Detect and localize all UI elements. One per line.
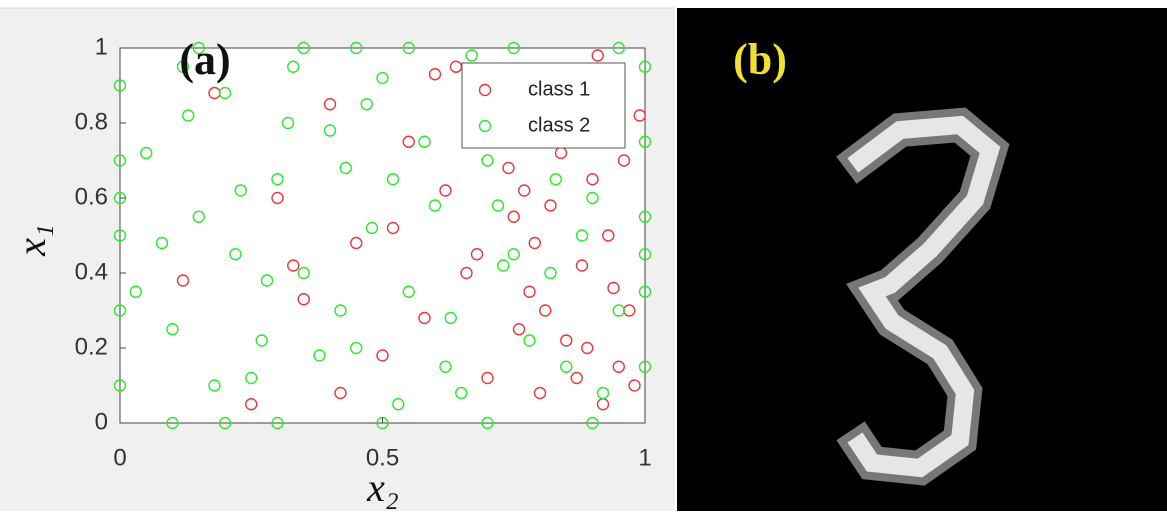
x-tick-label: 0.5	[366, 444, 399, 471]
y-tick-label: 0.6	[75, 183, 108, 210]
y-axis-label: x₁	[9, 224, 54, 257]
legend-label: class 2	[528, 114, 590, 136]
y-tick-label: 0.8	[75, 108, 108, 135]
y-tick-label: 0.4	[75, 258, 108, 285]
page: {"chart_data": { "type": "scatter", "pan…	[0, 0, 1167, 511]
y-tick-label: 1	[95, 33, 108, 60]
legend: class 1 class 2	[462, 63, 625, 148]
x-tick-label: 1	[638, 444, 651, 471]
y-tick-label: 0	[95, 408, 108, 435]
figure: (a) x₂ x₁ class 1 class 2 (b) 0 0.5 1 0 0.2 0.…	[0, 0, 1167, 511]
x-axis-label: x₂	[366, 465, 399, 510]
x-tick-label: 0	[113, 444, 126, 471]
legend-label: class 1	[528, 78, 590, 100]
y-tick-label: 0.2	[75, 333, 108, 360]
panel-label: (a)	[179, 35, 230, 84]
panel-label: (b)	[733, 35, 787, 84]
